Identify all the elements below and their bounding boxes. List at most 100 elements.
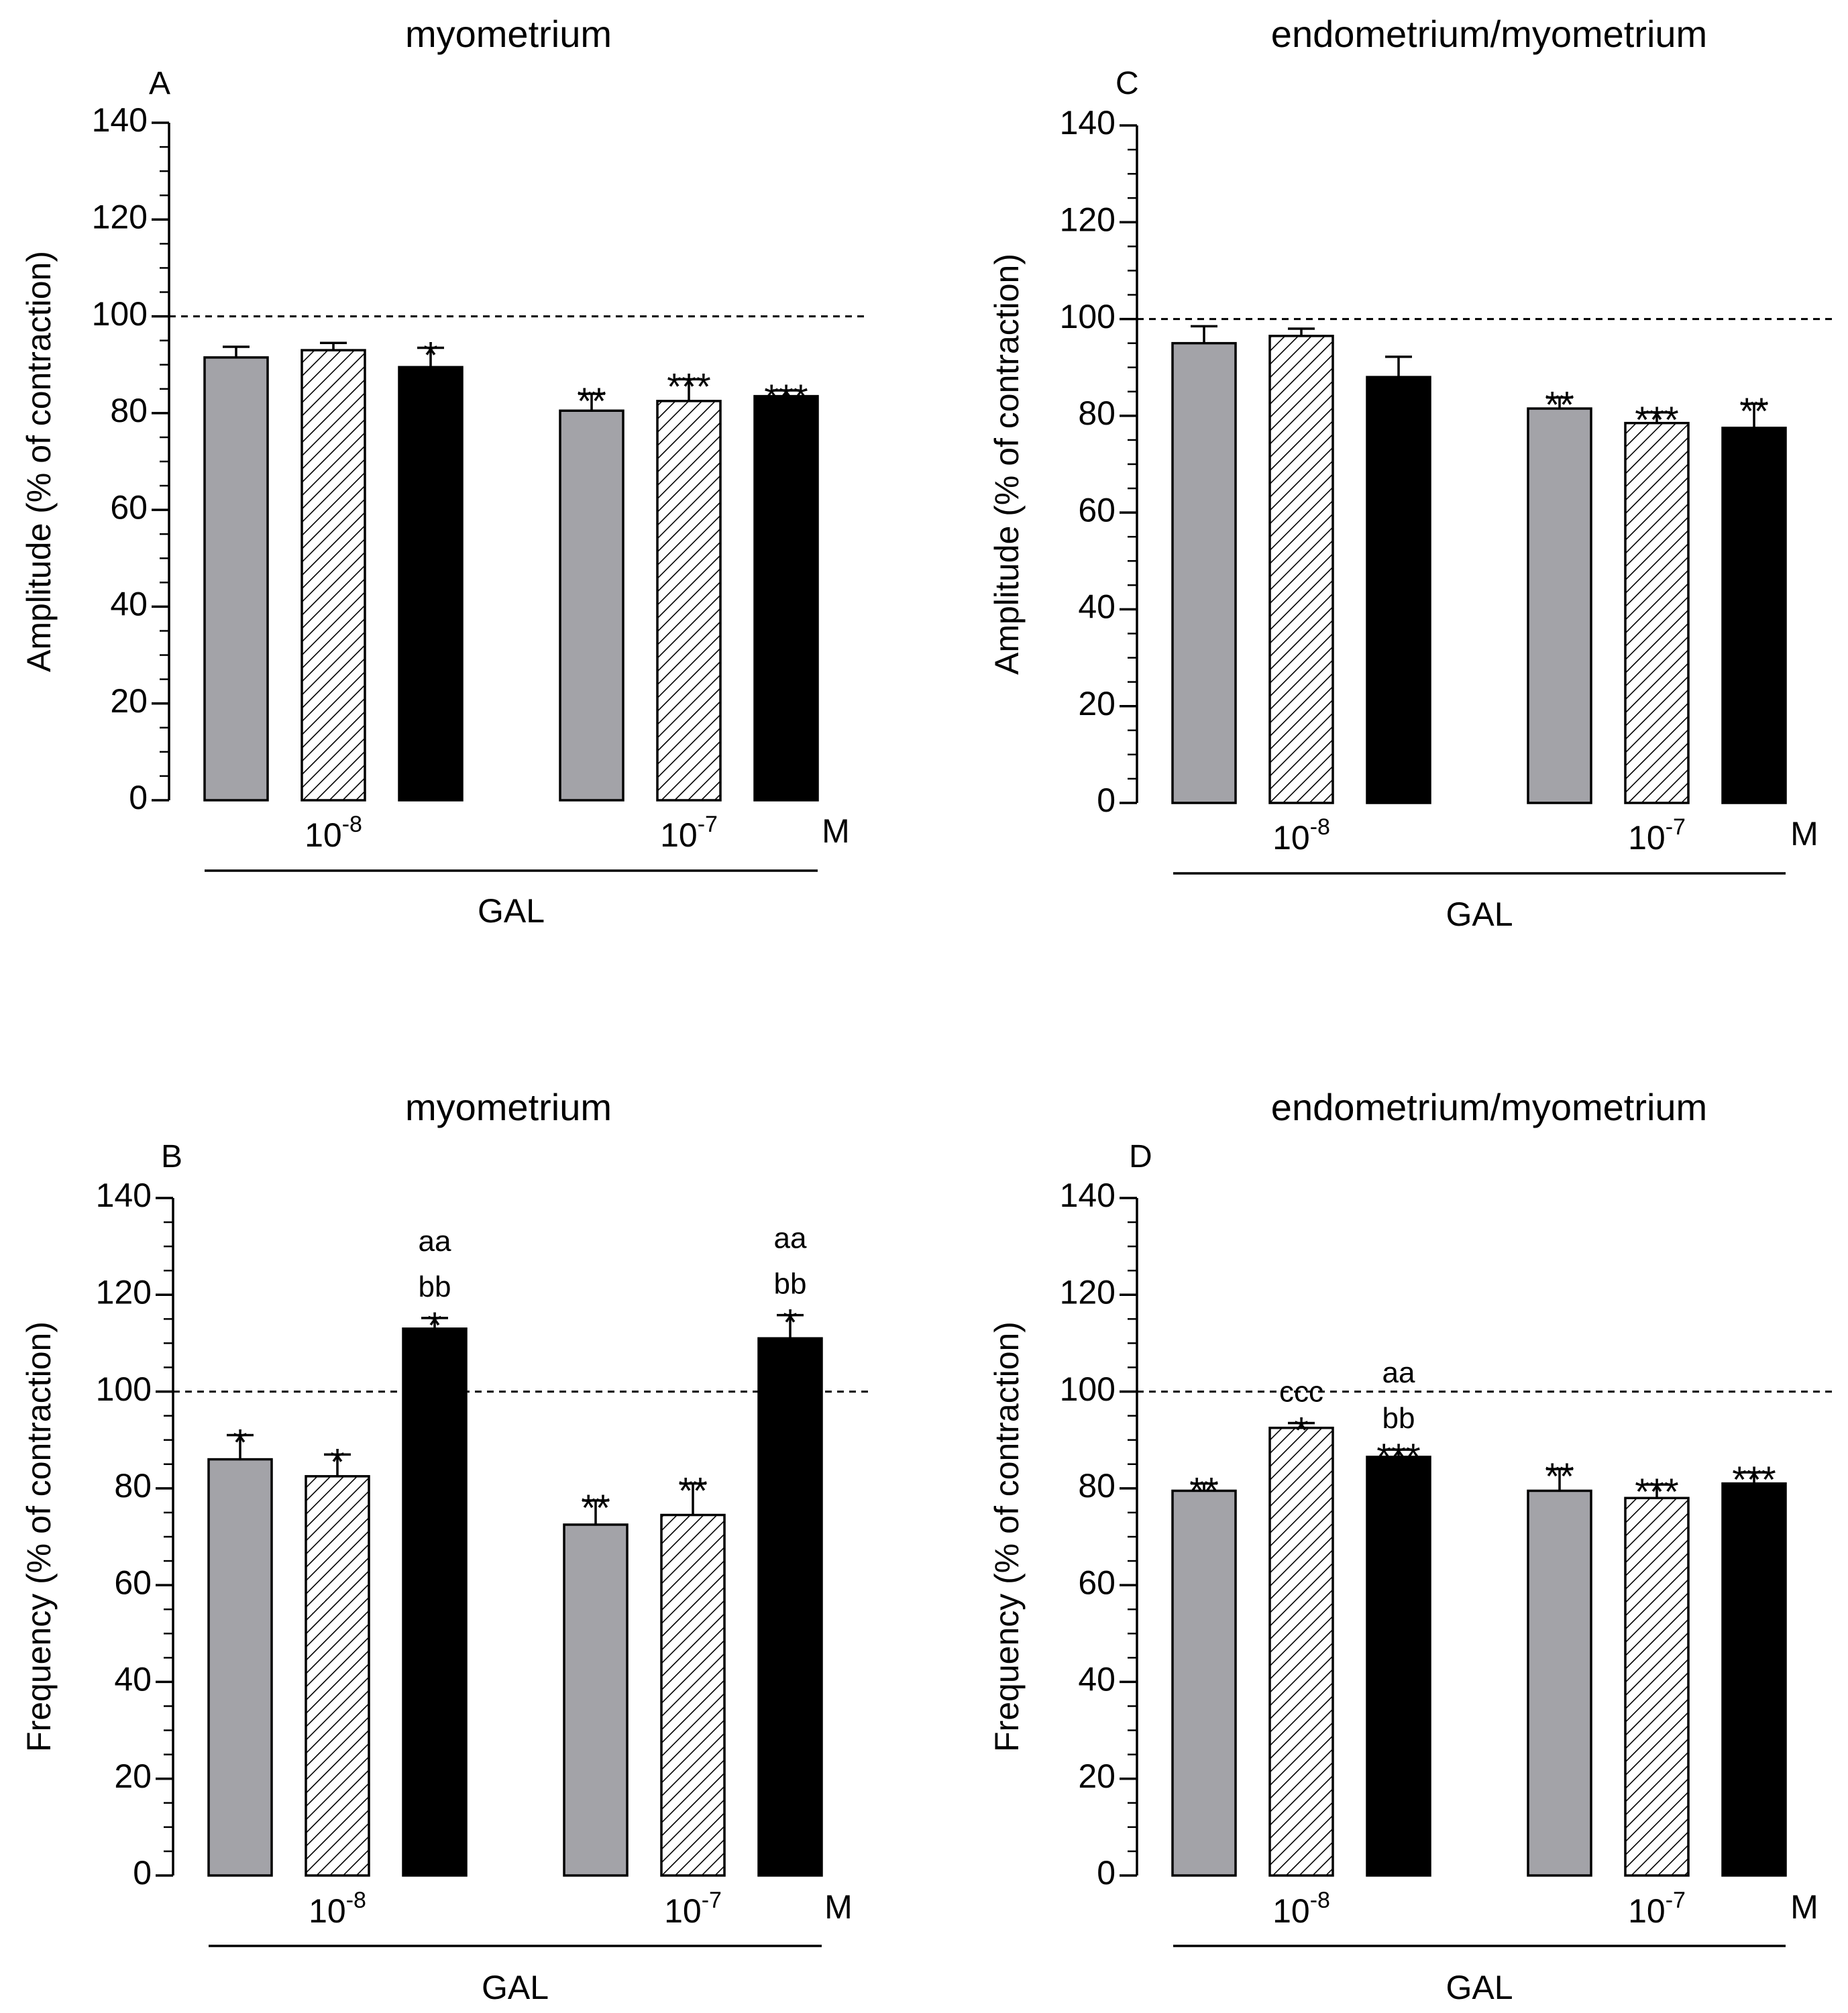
x-axis-label: GAL xyxy=(1446,1969,1513,2006)
y-tick-label: 0 xyxy=(129,779,148,816)
bar-a-g1-b2 xyxy=(301,349,366,802)
y-tick-label: 0 xyxy=(1097,781,1116,819)
bar-a-g2-b1 xyxy=(559,409,624,802)
significance-label: aa xyxy=(774,1222,807,1255)
significance-label: bb xyxy=(1382,1402,1415,1435)
bar-b-g1-b2 xyxy=(305,1475,370,1877)
significance-label: * xyxy=(233,1421,248,1464)
x-group-mantissa: 10 xyxy=(1628,819,1666,857)
y-tick-label: 40 xyxy=(1078,1661,1116,1698)
x-unit-label: M xyxy=(824,1888,853,1926)
y-tick-label: 100 xyxy=(1060,1370,1116,1408)
y-tick-label: 120 xyxy=(1060,201,1116,238)
significance-label: ccc xyxy=(1279,1375,1323,1408)
y-tick-label: 120 xyxy=(96,1273,152,1311)
bar-c-g2-b2 xyxy=(1624,421,1690,804)
y-tick-label: 20 xyxy=(1078,685,1116,722)
x-axis-label: GAL xyxy=(482,1969,549,2006)
y-tick-label: 60 xyxy=(1078,491,1116,529)
y-axis-label: Frequency (% of contraction) xyxy=(988,1321,1026,1752)
y-tick-label: 20 xyxy=(114,1757,152,1795)
bar-c-g1-b1 xyxy=(1171,341,1237,804)
y-tick-label: 40 xyxy=(1078,588,1116,626)
x-axis-label: GAL xyxy=(478,892,545,930)
significance-label: *** xyxy=(1635,1470,1678,1513)
panel-A: myometrium A Amplitude (% of contraction) 0… xyxy=(20,13,865,930)
bar-b-g2-b3 xyxy=(757,1337,823,1877)
x-group-label: 10-7 xyxy=(1628,1888,1686,1930)
significance-label: *** xyxy=(1376,1435,1420,1478)
bar-a-g1-b1 xyxy=(203,356,269,802)
panel-D: endometrium/myometrium D Frequency (% of c… xyxy=(988,1086,1833,2006)
chart-title: endometrium/myometrium xyxy=(1271,13,1707,55)
y-axis-label: Frequency (% of contraction) xyxy=(20,1321,58,1752)
y-tick-label: 80 xyxy=(114,1467,152,1505)
x-group-exponent: -8 xyxy=(1310,1888,1330,1913)
y-tick-label: 80 xyxy=(1078,394,1116,432)
x-group-exponent: -7 xyxy=(1666,814,1686,840)
bar-d-g2-b3 xyxy=(1721,1482,1787,1877)
x-group-exponent: -8 xyxy=(1310,814,1330,840)
y-tick-label: 40 xyxy=(110,586,148,623)
x-group-label: 10-8 xyxy=(305,812,362,854)
significance-label: * xyxy=(1294,1409,1309,1451)
significance-label: ** xyxy=(581,1486,610,1529)
panel-C: endometrium/myometrium C Amplitude (% of c… xyxy=(988,13,1833,933)
bar-c-g1-b3 xyxy=(1366,376,1431,804)
y-tick-label: 60 xyxy=(110,488,148,526)
panel-letter: B xyxy=(161,1139,182,1175)
x-group-label: 10-7 xyxy=(1628,814,1686,857)
x-group-mantissa: 10 xyxy=(1628,1892,1666,1930)
x-group-label: 10-8 xyxy=(1272,814,1330,857)
panel-letter: D xyxy=(1129,1139,1152,1175)
y-axis-label: Amplitude (% of contraction) xyxy=(988,254,1026,675)
bar-b-g2-b2 xyxy=(660,1513,726,1877)
y-tick-label: 80 xyxy=(110,392,148,429)
chart-title: myometrium xyxy=(405,13,612,55)
chart-title: myometrium xyxy=(405,1086,612,1128)
y-tick-label: 20 xyxy=(1078,1757,1116,1795)
x-group-label: 10-8 xyxy=(1272,1888,1330,1930)
y-tick-label: 140 xyxy=(92,101,148,139)
x-axis-label: GAL xyxy=(1446,895,1513,933)
panel-B: myometrium B Frequency (% of contraction) 0… xyxy=(20,1086,869,2006)
y-tick-label: 100 xyxy=(92,295,148,333)
x-group-exponent: -7 xyxy=(702,1888,722,1913)
y-tick-label: 120 xyxy=(92,198,148,235)
significance-label: * xyxy=(423,333,438,376)
y-tick-label: 80 xyxy=(1078,1467,1116,1505)
panel-letter: A xyxy=(149,66,170,101)
y-tick-label: 140 xyxy=(1060,1177,1116,1214)
y-tick-label: 40 xyxy=(114,1661,152,1698)
significance-label: aa xyxy=(419,1225,451,1258)
significance-label: aa xyxy=(1382,1356,1415,1389)
significance-label: bb xyxy=(774,1268,807,1301)
bar-b-g1-b1 xyxy=(207,1458,273,1877)
significance-label: *** xyxy=(764,376,808,419)
y-axis-label: Amplitude (% of contraction) xyxy=(20,251,58,672)
bar-a-g2-b3 xyxy=(753,394,819,802)
y-tick-label: 140 xyxy=(96,1177,152,1214)
significance-label: * xyxy=(330,1440,345,1482)
x-group-mantissa: 10 xyxy=(305,816,342,854)
significance-label: *** xyxy=(1635,398,1678,441)
bar-c-g1-b2 xyxy=(1268,335,1334,804)
significance-label: * xyxy=(427,1304,442,1346)
x-group-exponent: -8 xyxy=(342,812,362,837)
bar-a-g1-b3 xyxy=(398,366,464,802)
y-tick-label: 20 xyxy=(110,682,148,720)
x-group-label: 10-7 xyxy=(664,1888,722,1930)
significance-label: ** xyxy=(1189,1470,1219,1512)
significance-label: ** xyxy=(1545,383,1574,425)
bar-d-g1-b1 xyxy=(1171,1489,1237,1877)
significance-label: ** xyxy=(678,1470,708,1512)
panel-letter: C xyxy=(1116,66,1139,101)
y-tick-label: 100 xyxy=(1060,298,1116,335)
bar-c-g2-b1 xyxy=(1527,407,1592,804)
bar-b-g2-b1 xyxy=(563,1523,629,1877)
significance-label: bb xyxy=(419,1270,451,1303)
significance-label: *** xyxy=(667,365,710,407)
x-unit-label: M xyxy=(1790,815,1818,853)
x-group-label: 10-8 xyxy=(309,1888,366,1930)
